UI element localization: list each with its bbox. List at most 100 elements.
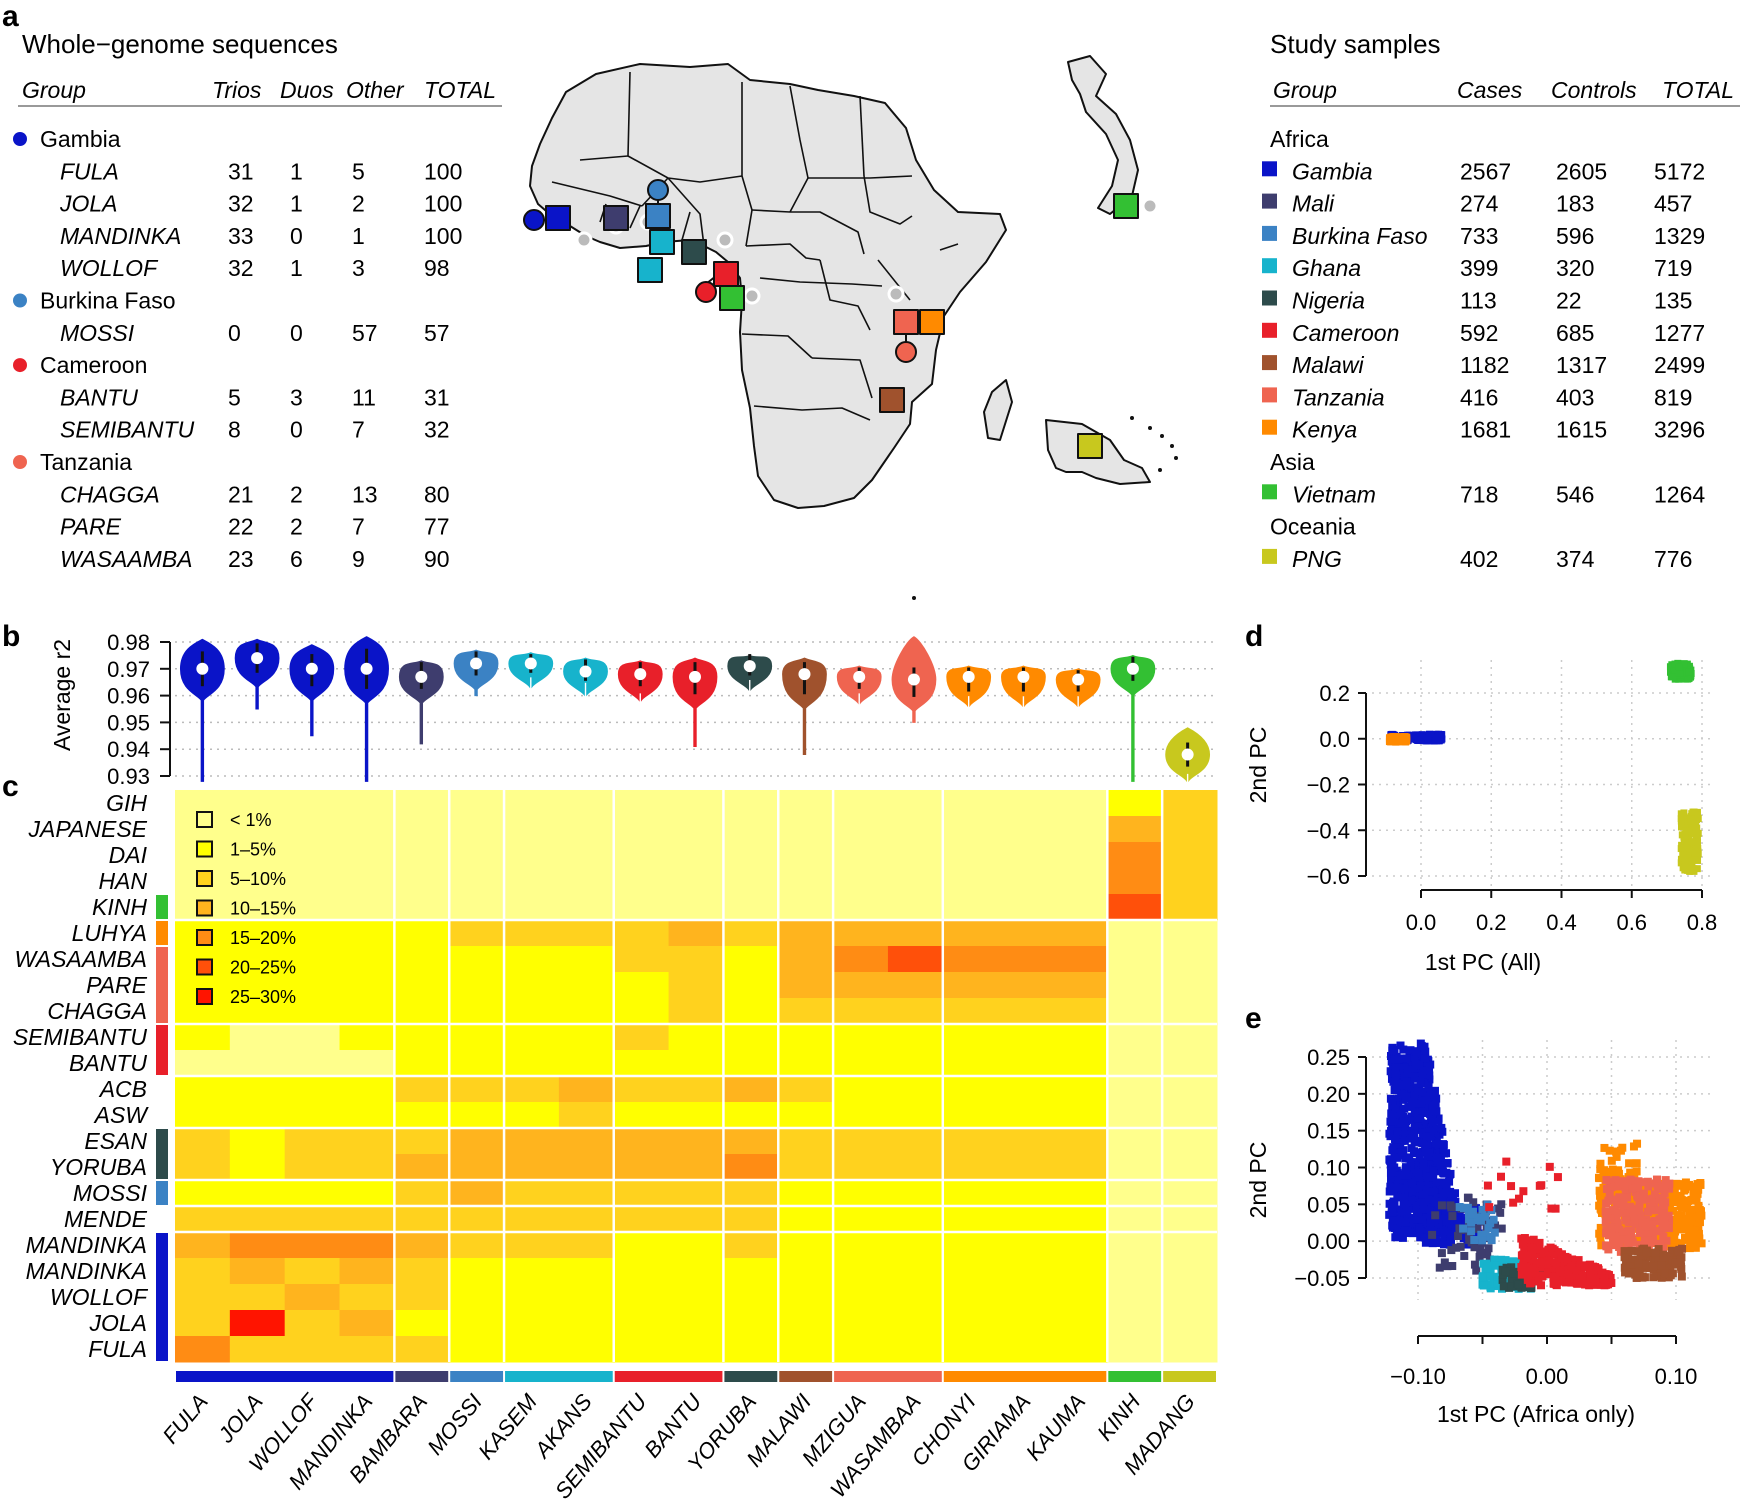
heat-cell — [449, 1336, 505, 1363]
e-point — [1386, 1155, 1395, 1164]
e-point — [1416, 1233, 1425, 1242]
heat-cell — [339, 1050, 395, 1077]
wgs-row-other: 9 — [352, 546, 365, 572]
e-point — [1452, 1243, 1461, 1252]
e-point — [1650, 1190, 1659, 1199]
e-point — [1628, 1256, 1637, 1265]
study-row-total: 135 — [1654, 288, 1692, 314]
heat-col-group-bar — [505, 1371, 613, 1382]
heat-cell — [997, 1024, 1053, 1051]
e-point — [1426, 1172, 1435, 1181]
heat-cell — [229, 842, 286, 869]
heat-cell — [284, 998, 341, 1025]
heat-cell — [613, 920, 670, 947]
e-point — [1410, 1196, 1419, 1205]
e-point — [1493, 1278, 1502, 1287]
heat-cell — [284, 920, 341, 947]
heat-cell — [1107, 1284, 1163, 1311]
heat-col-group-bar — [1163, 1371, 1216, 1382]
wgs-row-total: 100 — [424, 223, 462, 249]
d-point — [1693, 824, 1701, 832]
e-point — [1627, 1234, 1636, 1243]
e-point — [1419, 1066, 1428, 1075]
e-point — [1421, 1047, 1430, 1056]
heat-cell — [504, 1024, 560, 1051]
e-point — [1512, 1275, 1521, 1284]
heat-legend-swatch — [196, 840, 213, 858]
e-point — [1460, 1251, 1469, 1260]
wgs-country-dot — [13, 293, 27, 308]
heat-cell — [887, 1102, 944, 1129]
heat-cell — [942, 920, 999, 947]
heat-cell — [1052, 1050, 1108, 1077]
study-row-total: 719 — [1654, 255, 1692, 281]
violin-median — [1181, 748, 1194, 761]
d-point — [1692, 828, 1700, 836]
wgs-header-other: Other — [346, 77, 405, 103]
e-point — [1484, 1224, 1493, 1233]
wgs-row-duos: 0 — [290, 417, 303, 443]
wgs-row-duos: 0 — [290, 223, 303, 249]
heat-row-group-bar — [156, 1233, 168, 1361]
heat-cell — [887, 972, 944, 999]
heat-cell — [778, 1232, 834, 1259]
e-point — [1429, 1166, 1438, 1175]
site-square-vietnam — [1113, 193, 1139, 219]
wgs-row-other: 1 — [352, 223, 365, 249]
heat-cell — [1162, 1310, 1218, 1337]
d-point — [1693, 811, 1701, 819]
e-point — [1391, 1110, 1400, 1119]
heat-cell — [723, 972, 779, 999]
heat-cell — [339, 946, 395, 973]
e-point — [1644, 1182, 1653, 1191]
wgs-row-trios: 31 — [228, 158, 254, 184]
heat-cell — [778, 894, 834, 921]
wgs-row-name: WASAAMBA — [60, 546, 193, 572]
e-point — [1648, 1220, 1657, 1229]
heat-row-label: GIH — [106, 790, 147, 816]
heat-cell — [284, 1102, 341, 1129]
study-row-name: Gambia — [1292, 158, 1373, 184]
e-point — [1413, 1114, 1422, 1123]
e-point — [1532, 1245, 1541, 1254]
e-point — [1398, 1054, 1407, 1063]
heat-row-label: KINH — [92, 894, 147, 920]
e-point — [1626, 1168, 1635, 1177]
heat-cell — [997, 816, 1053, 843]
heat-cell — [394, 1102, 450, 1129]
e-point — [1402, 1077, 1411, 1086]
study-color-swatch — [1262, 193, 1277, 209]
e-point — [1502, 1157, 1511, 1166]
e-point — [1527, 1243, 1536, 1252]
panel-label-a: a — [2, 0, 19, 33]
heat-cell — [668, 842, 724, 869]
e-point — [1400, 1184, 1409, 1193]
e-point — [1629, 1207, 1638, 1216]
e-point — [1395, 1228, 1404, 1237]
e-point — [1595, 1229, 1604, 1238]
heat-row-group-bar — [156, 895, 168, 919]
d-ylabel: 2nd PC — [1245, 727, 1271, 804]
e-point — [1663, 1180, 1672, 1189]
e-point — [1507, 1182, 1516, 1191]
site-square-mali — [603, 205, 629, 231]
study-color-swatch — [1262, 258, 1277, 274]
heat-legend-label: 20–25% — [230, 958, 296, 978]
heat-cell — [449, 1102, 505, 1129]
e-point — [1428, 1230, 1437, 1239]
e-point — [1655, 1215, 1664, 1224]
heat-cell — [229, 1310, 286, 1337]
e-point — [1408, 1214, 1417, 1223]
e-point — [1597, 1241, 1606, 1250]
e-point — [1595, 1186, 1604, 1195]
e-point — [1636, 1228, 1645, 1237]
heat-cell — [613, 1232, 670, 1259]
heat-cell — [833, 920, 889, 947]
study-row-total: 819 — [1654, 384, 1692, 410]
heat-row-group-bar — [156, 1181, 168, 1205]
e-point — [1429, 1226, 1438, 1235]
site-dot-cameroon — [695, 281, 717, 303]
e-xtick-label: 0.10 — [1655, 1364, 1698, 1389]
e-point — [1459, 1234, 1468, 1243]
e-point — [1424, 1195, 1433, 1204]
